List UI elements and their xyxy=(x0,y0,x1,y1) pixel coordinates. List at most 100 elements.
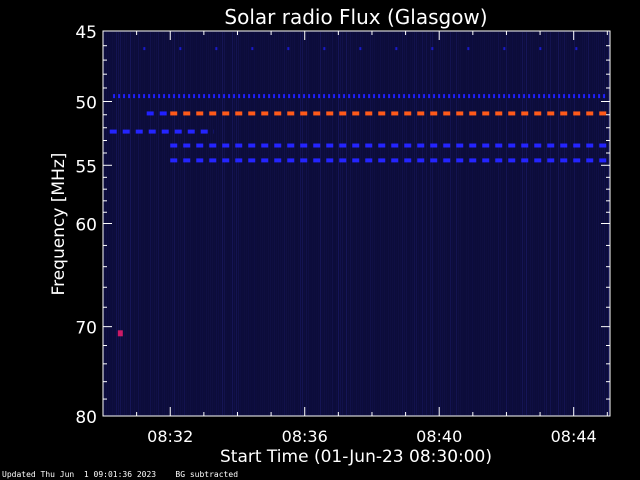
streak xyxy=(198,32,199,415)
streak xyxy=(352,32,353,415)
streak xyxy=(564,32,565,415)
streak xyxy=(518,32,519,415)
band-segment xyxy=(235,143,243,148)
band-segment xyxy=(170,111,178,116)
streak xyxy=(436,32,437,415)
streak xyxy=(238,32,239,415)
y-tick-label: 60 xyxy=(75,216,97,236)
streak xyxy=(248,32,249,415)
streak xyxy=(364,32,365,415)
band-segment xyxy=(575,47,578,51)
streak xyxy=(122,32,123,415)
band-segment xyxy=(293,94,296,99)
streak xyxy=(386,32,387,415)
streak xyxy=(368,32,369,415)
streak xyxy=(384,32,385,415)
streak xyxy=(174,32,175,415)
chart-title: Solar radio Flux (Glasgow) xyxy=(224,5,487,29)
streak xyxy=(500,32,501,415)
y-tick-label: 50 xyxy=(75,94,97,114)
streak xyxy=(482,32,483,415)
emission-bands xyxy=(109,47,607,337)
band-segment xyxy=(586,111,594,116)
band-segment xyxy=(583,94,586,99)
streak xyxy=(172,32,173,415)
band-segment xyxy=(148,94,151,99)
band-segment xyxy=(365,158,373,163)
streak xyxy=(488,32,489,415)
band-segment xyxy=(300,158,308,163)
streak xyxy=(190,32,191,415)
streak xyxy=(504,32,505,415)
streak xyxy=(234,32,235,415)
streak xyxy=(546,32,547,415)
streak xyxy=(302,32,303,415)
x-tick-label: 08:44 xyxy=(551,427,597,446)
streak xyxy=(434,32,435,415)
band-segment xyxy=(287,143,295,148)
band-segment xyxy=(448,94,451,99)
band-segment xyxy=(413,94,416,99)
y-tick-label: 45 xyxy=(75,23,97,43)
streak xyxy=(346,32,347,415)
band-segment xyxy=(468,94,471,99)
band-segment xyxy=(188,94,191,99)
band-segment xyxy=(209,143,217,148)
band-segment xyxy=(493,94,496,99)
streak xyxy=(214,32,215,415)
streak xyxy=(314,32,315,415)
streak xyxy=(250,32,251,415)
streak xyxy=(414,32,415,415)
band-segment xyxy=(428,94,431,99)
band-segment xyxy=(153,94,156,99)
band-segment xyxy=(274,111,282,116)
band-segment xyxy=(163,94,166,99)
band-segment xyxy=(438,94,441,99)
band-segment xyxy=(558,94,561,99)
band-segment xyxy=(113,94,116,99)
streak xyxy=(554,32,555,415)
band-segment xyxy=(213,94,216,99)
band-segment xyxy=(318,94,321,99)
streak xyxy=(462,32,463,415)
streak xyxy=(464,32,465,415)
streak xyxy=(146,32,147,415)
band-segment xyxy=(408,94,411,99)
band-segment xyxy=(573,94,576,99)
band-segment xyxy=(313,94,316,99)
band-segment xyxy=(391,111,399,116)
band-segment xyxy=(378,94,381,99)
x-tick-label: 08:36 xyxy=(282,427,328,446)
band-segment xyxy=(593,94,596,99)
band-segment xyxy=(179,47,182,51)
streak xyxy=(176,32,177,415)
streak xyxy=(590,32,591,415)
streak xyxy=(380,32,381,415)
band-segment xyxy=(433,94,436,99)
band-segment xyxy=(328,94,331,99)
streak xyxy=(134,32,135,415)
band-segment xyxy=(573,143,581,148)
band-segment xyxy=(158,94,161,99)
band-segment xyxy=(560,111,568,116)
band-segment xyxy=(161,129,169,134)
streak xyxy=(452,32,453,415)
streak xyxy=(524,32,525,415)
streak xyxy=(334,32,335,415)
y-tick-label: 55 xyxy=(75,157,97,177)
band-segment xyxy=(218,94,221,99)
y-tick-label: 80 xyxy=(75,408,97,428)
streak xyxy=(304,32,305,415)
streak xyxy=(580,32,581,415)
streak xyxy=(158,32,159,415)
band-segment xyxy=(287,47,290,51)
streak xyxy=(440,32,441,415)
band-segment xyxy=(300,111,308,116)
band-segment xyxy=(261,158,269,163)
band-segment xyxy=(359,47,362,51)
streak xyxy=(356,32,357,415)
streak xyxy=(390,32,391,415)
streak xyxy=(552,32,553,415)
streak xyxy=(444,32,445,415)
streak xyxy=(466,32,467,415)
